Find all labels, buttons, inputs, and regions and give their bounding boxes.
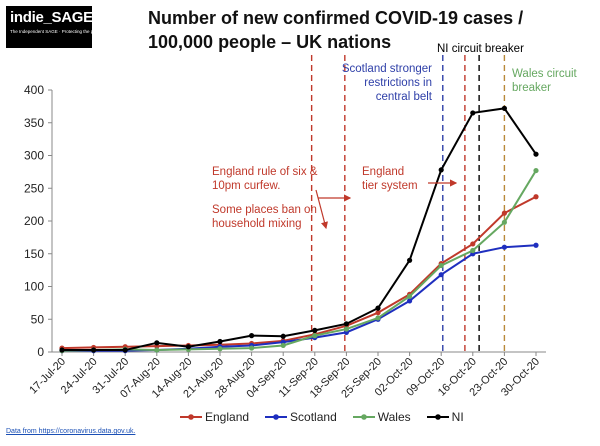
data-point-wales: [533, 167, 539, 174]
data-point-scotland: [407, 298, 413, 304]
series-line-ni: [62, 107, 537, 352]
data-point-ni: [185, 344, 191, 350]
data-point-ni: [312, 327, 318, 333]
data-point-england: [375, 310, 381, 316]
y-tick-label: 200: [24, 214, 44, 228]
legend-item-scotland: Scotland: [265, 410, 337, 424]
chart-legend: England Scotland Wales NI: [180, 410, 464, 424]
data-point-wales: [470, 247, 476, 254]
chart-title-line-2: 100,000 people – UK nations: [148, 32, 392, 52]
y-tick-label: 50: [31, 312, 45, 326]
data-point-wales: [438, 262, 444, 269]
data-point-ni: [122, 347, 128, 353]
legend-label: England: [205, 410, 250, 424]
data-point-wales: [312, 333, 318, 339]
data-point-ni: [407, 257, 413, 263]
data-point-wales: [501, 219, 507, 225]
y-tick-label: 350: [24, 116, 44, 130]
data-point-england: [470, 241, 476, 247]
logo-tagline: The Independent SAGE · Protecting the pu…: [10, 29, 103, 34]
data-point-ni: [375, 305, 381, 311]
data-point-ni: [154, 340, 160, 346]
annotation-household-mixing: Some places ban on household mixing: [212, 204, 317, 230]
data-point-ni: [91, 347, 97, 353]
legend-label: Scotland: [290, 410, 337, 424]
chart-title: Number of new confirmed COVID-19 cases /…: [148, 6, 548, 54]
y-tick-label: 400: [24, 83, 44, 97]
legend-label: NI: [451, 410, 464, 424]
legend-item-ni: NI: [426, 410, 464, 424]
data-point-scotland: [438, 272, 444, 278]
data-point-scotland: [501, 244, 507, 250]
data-point-wales: [217, 346, 223, 352]
legend-item-england: England: [180, 410, 249, 424]
legend-swatch: [180, 414, 202, 420]
chart-title-line-1: Number of new confirmed COVID-19 cases /: [148, 8, 524, 28]
data-point-wales: [154, 347, 160, 353]
annotation-england-rule-six: England rule of six & 10pm curfew.: [212, 166, 318, 192]
data-point-ni: [501, 105, 507, 111]
data-point-england: [501, 210, 507, 216]
legend-item-wales: Wales: [352, 410, 411, 424]
y-tick-label: 100: [24, 280, 44, 294]
data-point-ni: [249, 333, 255, 339]
y-tick-label: 250: [24, 181, 44, 195]
data-point-scotland: [533, 242, 539, 248]
data-point-england: [533, 194, 539, 200]
arrow-rule-six: [315, 189, 328, 230]
data-point-wales: [375, 315, 381, 321]
data-point-wales: [280, 342, 286, 349]
annotation-ni-breaker: NI circuit breaker: [437, 43, 524, 55]
data-point-wales: [407, 293, 413, 299]
data-point-wales: [249, 345, 255, 351]
annotation-wales-breaker: Wales circuit breaker: [512, 68, 578, 94]
annotation-england-tier: England tier system: [362, 166, 418, 192]
data-point-ni: [59, 347, 65, 353]
data-point-ni: [470, 110, 476, 116]
data-point-ni: [217, 338, 223, 345]
data-point-ni: [280, 333, 286, 339]
series-line-wales: [61, 170, 537, 352]
data-point-ni: [533, 151, 539, 157]
legend-swatch: [265, 414, 288, 420]
legend-swatch: [426, 414, 449, 420]
indie-sage-logo: indie_SAGE The Independent SAGE · Protec…: [6, 6, 103, 48]
data-point-ni: [438, 167, 444, 173]
logo-name: indie_SAGE: [10, 9, 93, 26]
data-point-wales: [343, 326, 349, 332]
y-tick-label: 150: [24, 247, 44, 261]
data-point-ni: [343, 321, 349, 327]
legend-label: Wales: [377, 410, 411, 424]
y-tick-label: 0: [37, 345, 44, 359]
legend-swatch: [352, 414, 375, 420]
y-tick-label: 300: [24, 149, 44, 163]
data-source-link[interactable]: Data from https://coronavirus.data.gov.u…: [6, 428, 136, 435]
annotation-scotland-restrictions: Scotland stronger restrictions in central …: [342, 63, 433, 103]
